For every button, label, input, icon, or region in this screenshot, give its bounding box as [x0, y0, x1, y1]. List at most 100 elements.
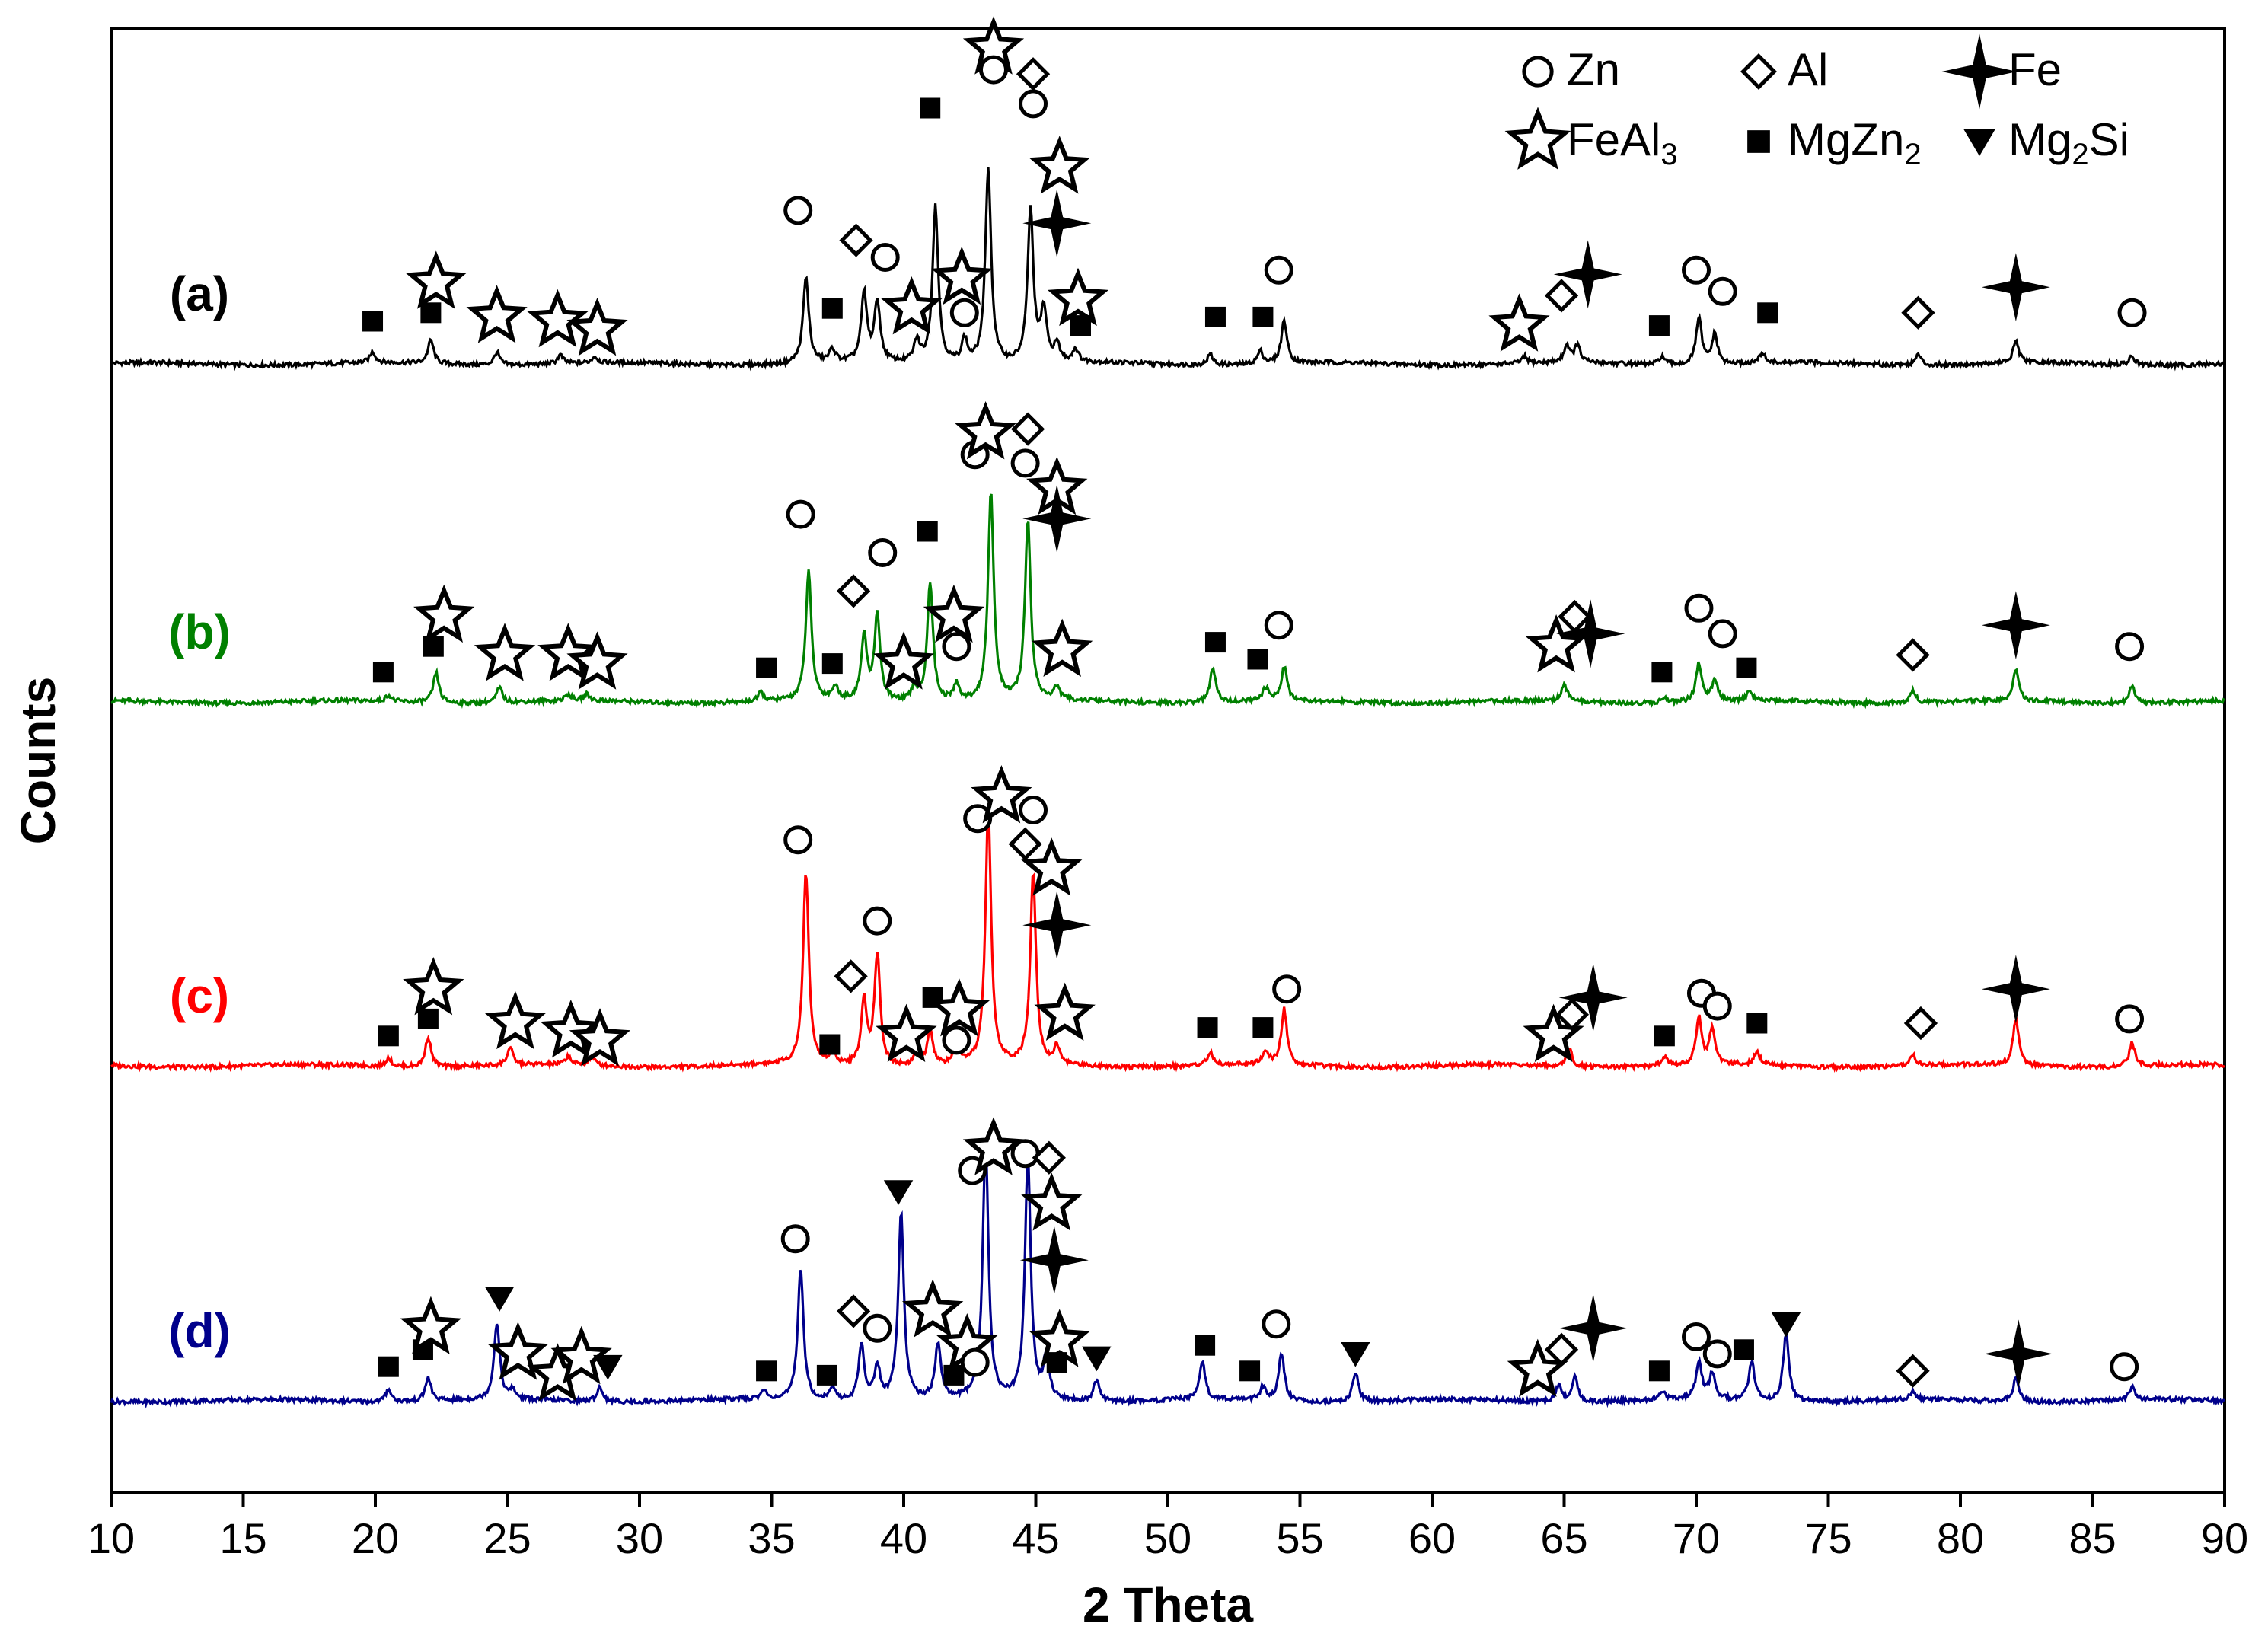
star-marker [971, 765, 1032, 824]
star-marker [484, 990, 546, 1050]
star-marker [928, 978, 990, 1037]
square-marker [1746, 1013, 1768, 1034]
star-marker [403, 956, 464, 1016]
diamond-marker [1016, 57, 1051, 91]
square-marker [943, 1364, 965, 1386]
square-marker [816, 1364, 837, 1386]
triangle-marker [484, 1287, 515, 1312]
diamond-marker [1903, 1006, 1938, 1041]
square-marker [1648, 1360, 1670, 1382]
square-marker [1651, 662, 1673, 683]
star-marker [405, 250, 467, 309]
circle-marker [1019, 89, 1048, 119]
x-tick-label: 85 [2069, 1514, 2116, 1562]
legend: Zn Al Fe FeAl3 MgZn2 Mg2Si [1504, 33, 2129, 171]
star-marker [955, 401, 1016, 460]
star-marker [1507, 1338, 1568, 1397]
triangle-marker [1082, 1346, 1112, 1372]
diamond-marker [1558, 599, 1592, 634]
square-marker [756, 657, 777, 678]
series-layer: (a) (b) (c) (d) [110, 167, 2226, 1409]
square-marker [821, 653, 843, 675]
star-marker [487, 1322, 549, 1380]
series-line [110, 493, 2225, 710]
legend-star-icon [1504, 107, 1571, 170]
circle-marker [786, 499, 815, 529]
legend-label: Mg2Si [2008, 114, 2129, 171]
star-marker [1021, 1172, 1083, 1231]
star-marker [1488, 293, 1550, 352]
marker-layer [362, 16, 2147, 1402]
x-tick-label: 25 [483, 1514, 531, 1562]
circle-marker [783, 196, 813, 225]
diamond-marker [839, 223, 873, 257]
series-label: (c) [170, 968, 229, 1023]
x-tick-label: 30 [616, 1514, 663, 1562]
circle-marker [1708, 276, 1737, 306]
circle-marker [863, 1313, 892, 1343]
cross-marker [1984, 1319, 2053, 1389]
series-line [110, 808, 2225, 1073]
legend-label: Al [1788, 44, 1828, 95]
square-marker [819, 1034, 841, 1055]
x-tick-label: 80 [1937, 1514, 1984, 1562]
star-marker [923, 584, 985, 643]
legend-circle-icon [1522, 56, 1554, 88]
square-marker [1733, 1339, 1754, 1360]
cross-marker [1556, 599, 1625, 668]
star-marker [527, 289, 589, 348]
legend-cross-icon [1941, 33, 2018, 110]
square-marker [372, 662, 394, 683]
diamond-marker [1544, 1332, 1579, 1367]
circle-marker [783, 825, 813, 855]
diamond-marker [1008, 827, 1042, 861]
cross-marker [1981, 591, 2050, 660]
circle-marker [949, 298, 979, 327]
legend-label: Fe [2008, 44, 2062, 95]
x-tick-label: 65 [1540, 1514, 1587, 1562]
star-marker [566, 631, 628, 690]
circle-marker [960, 1347, 990, 1377]
star-marker [1021, 837, 1083, 896]
x-tick-label: 15 [219, 1514, 266, 1562]
diamond-marker [834, 959, 868, 993]
diamond-marker [1896, 638, 1930, 672]
star-marker [1034, 982, 1096, 1041]
plot-frame [110, 27, 2226, 1494]
cross-marker [1019, 1226, 1089, 1295]
circle-marker [1702, 991, 1732, 1021]
circle-marker [1262, 1309, 1291, 1339]
star-marker [466, 285, 528, 343]
circle-marker [1010, 448, 1040, 478]
star-marker [550, 1325, 612, 1385]
x-tick-label: 35 [748, 1514, 795, 1562]
x-tick-label: 75 [1804, 1514, 1852, 1562]
square-marker [1239, 1360, 1261, 1382]
square-marker [420, 302, 442, 324]
star-marker [876, 1003, 937, 1063]
cross-marker [1558, 1293, 1628, 1363]
diamond-marker [1544, 279, 1579, 313]
x-tick-label: 10 [88, 1514, 135, 1562]
circle-marker [1682, 255, 1711, 285]
series-line [110, 167, 2226, 372]
star-marker [962, 1117, 1025, 1175]
square-marker [378, 1356, 399, 1377]
circle-marker [1708, 619, 1737, 649]
diamond-marker [1896, 1354, 1930, 1388]
diamond-marker [1555, 997, 1590, 1032]
square-marker [917, 521, 938, 542]
x-tick-label: 60 [1408, 1514, 1456, 1562]
circle-marker [942, 1025, 971, 1055]
legend-square-icon [1747, 130, 1770, 153]
circle-marker [863, 906, 892, 936]
circle-marker [942, 632, 971, 662]
triangle-marker [1771, 1312, 1801, 1338]
triangle-marker [1341, 1342, 1370, 1367]
star-marker [1526, 614, 1587, 673]
circle-marker [2110, 1352, 2139, 1382]
x-tick-label: 55 [1276, 1514, 1323, 1562]
square-marker [1247, 649, 1268, 670]
star-marker [1047, 267, 1109, 327]
